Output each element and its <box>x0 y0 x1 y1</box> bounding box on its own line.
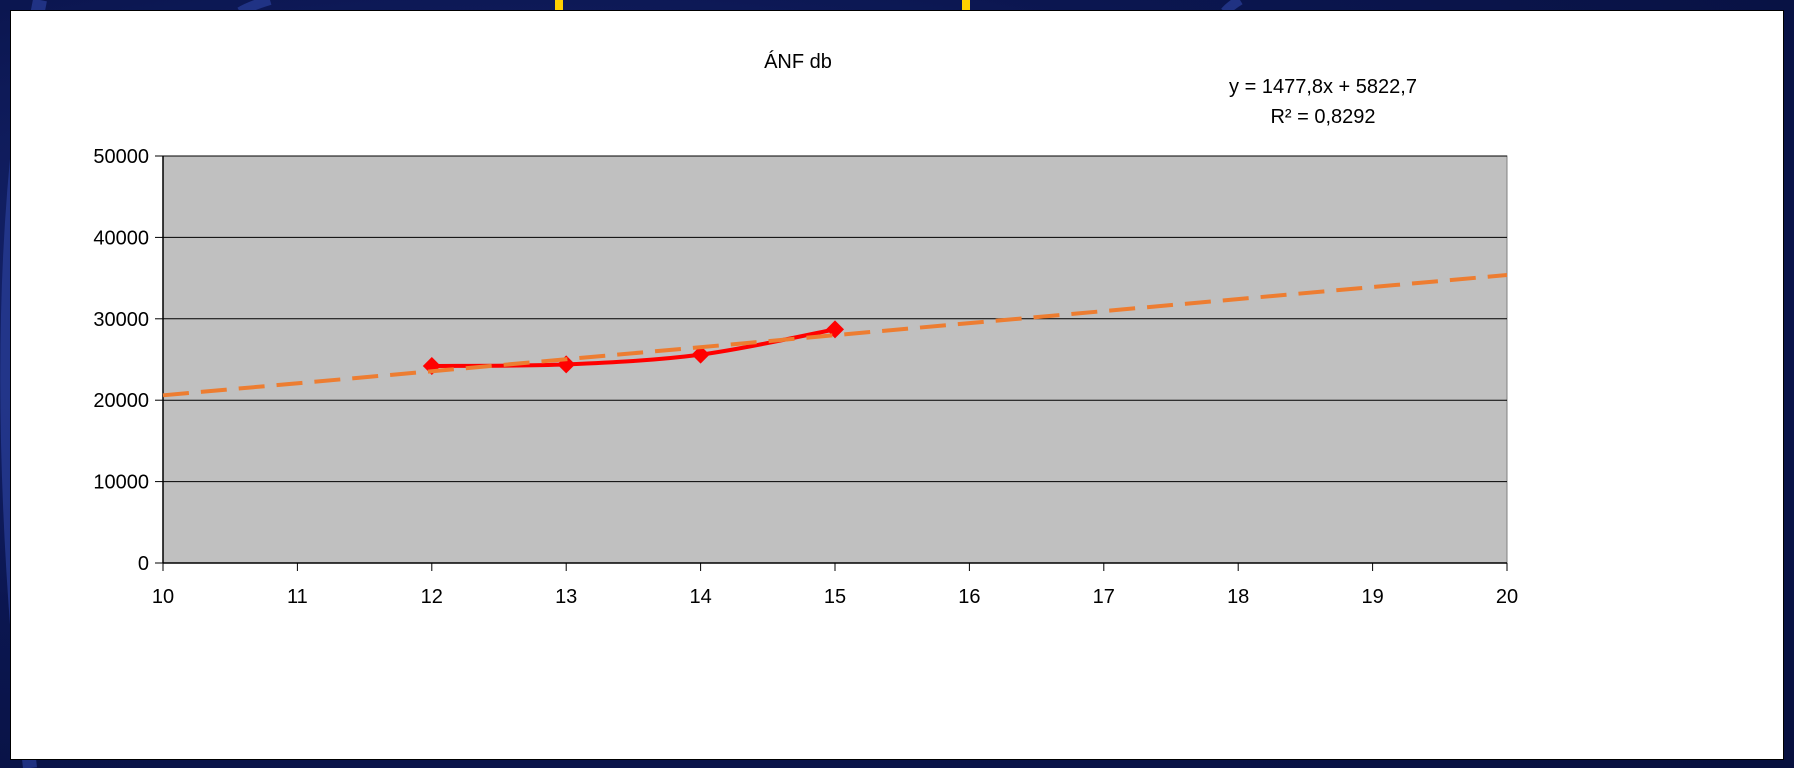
chart: ÁNF db y = 1477,8x + 5822,7 R² = 0,8292 … <box>93 50 1518 608</box>
x-tick-label: 19 <box>1361 586 1383 608</box>
x-tick-label: 12 <box>421 586 443 608</box>
x-tick-label: 10 <box>152 586 174 608</box>
y-tick-label: 50000 <box>93 146 149 168</box>
trendline-r-squared: R² = 0,8292 <box>1270 106 1375 128</box>
x-tick-label: 11 <box>287 586 308 608</box>
x-tick-label: 13 <box>555 586 577 608</box>
x-tick-label: 16 <box>958 586 980 608</box>
trendline <box>162 273 1508 398</box>
x-tick-label: 20 <box>1496 586 1518 608</box>
x-tick-label: 18 <box>1227 586 1249 608</box>
y-tick-label: 30000 <box>93 309 149 331</box>
plot-area <box>162 155 1508 564</box>
trendline-equation: y = 1477,8x + 5822,7 <box>1229 76 1417 98</box>
chart-frame: ÁNF db y = 1477,8x + 5822,7 R² = 0,8292 … <box>10 10 1784 760</box>
x-tick-label: 14 <box>689 586 711 608</box>
x-tick-label: 15 <box>824 586 846 608</box>
x-tick-label: 17 <box>1093 586 1115 608</box>
y-tick-label: 0 <box>138 553 149 575</box>
y-tick-label: 40000 <box>93 227 149 249</box>
chart-title: ÁNF db <box>764 50 832 73</box>
y-tick-label: 20000 <box>93 390 149 412</box>
data-point-marker <box>691 345 710 364</box>
y-tick-label: 10000 <box>93 472 149 494</box>
